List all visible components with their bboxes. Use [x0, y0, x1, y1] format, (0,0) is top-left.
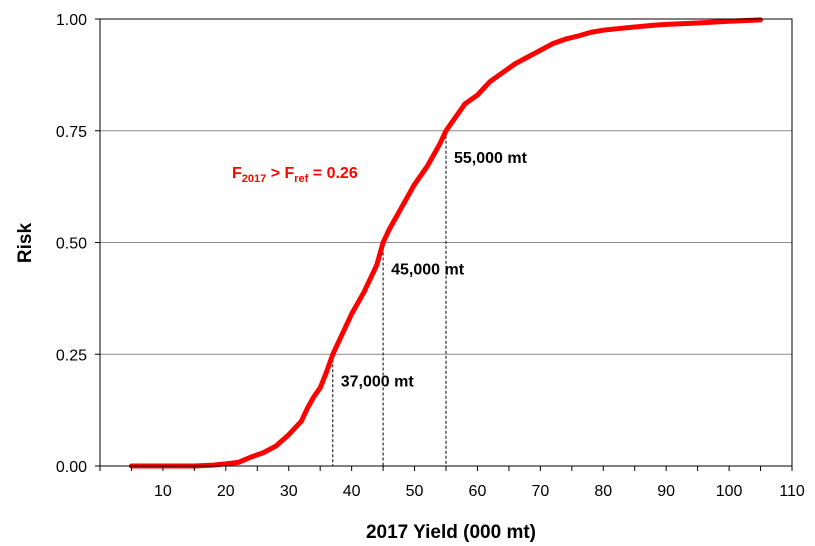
y-tick-label: 0.00 [56, 459, 87, 476]
f-main: F [232, 165, 242, 182]
y-tick-label: 1.00 [56, 12, 87, 29]
yield-label: 55,000 mt [454, 150, 528, 167]
risk-curve [129, 17, 763, 469]
x-tick-label: 50 [406, 483, 424, 500]
x-tick-label: 60 [469, 483, 487, 500]
x-tick-label: 110 [779, 483, 805, 500]
f-middle: > F [266, 165, 294, 182]
x-tick-label: 100 [716, 483, 743, 500]
x-tick-label: 40 [343, 483, 361, 500]
y-axis: 0.00 0.25 0.50 0.75 1.00 [56, 12, 100, 476]
x-tick-label: 90 [657, 483, 675, 500]
f-subscript-ref: ref [294, 173, 308, 185]
f-ratio-annotation: F2017 > Fref = 0.26 [232, 165, 358, 185]
drop-lines [332, 130, 447, 466]
yield-annotations: 37,000 mt 45,000 mt 55,000 mt [341, 150, 528, 391]
y-tick-label: 0.50 [56, 236, 87, 253]
x-tick-label: 30 [280, 483, 298, 500]
x-tick-label: 70 [531, 483, 549, 500]
y-tick-label: 0.25 [56, 347, 87, 364]
x-tick-label: 10 [154, 483, 172, 500]
y-axis-title: Risk [15, 223, 36, 264]
yield-label: 37,000 mt [341, 373, 415, 390]
x-axis: 10 20 30 40 50 60 70 80 90 100 110 [99, 466, 805, 500]
yield-label: 45,000 mt [391, 262, 465, 279]
f-value: = 0.26 [308, 165, 357, 182]
y-tick-label: 0.75 [56, 124, 87, 141]
x-axis-title: 2017 Yield (000 mt) [366, 522, 536, 543]
f-subscript-year: 2017 [242, 173, 266, 185]
x-tick-label: 80 [594, 483, 612, 500]
series-layer [129, 17, 763, 469]
x-tick-label: 20 [217, 483, 235, 500]
